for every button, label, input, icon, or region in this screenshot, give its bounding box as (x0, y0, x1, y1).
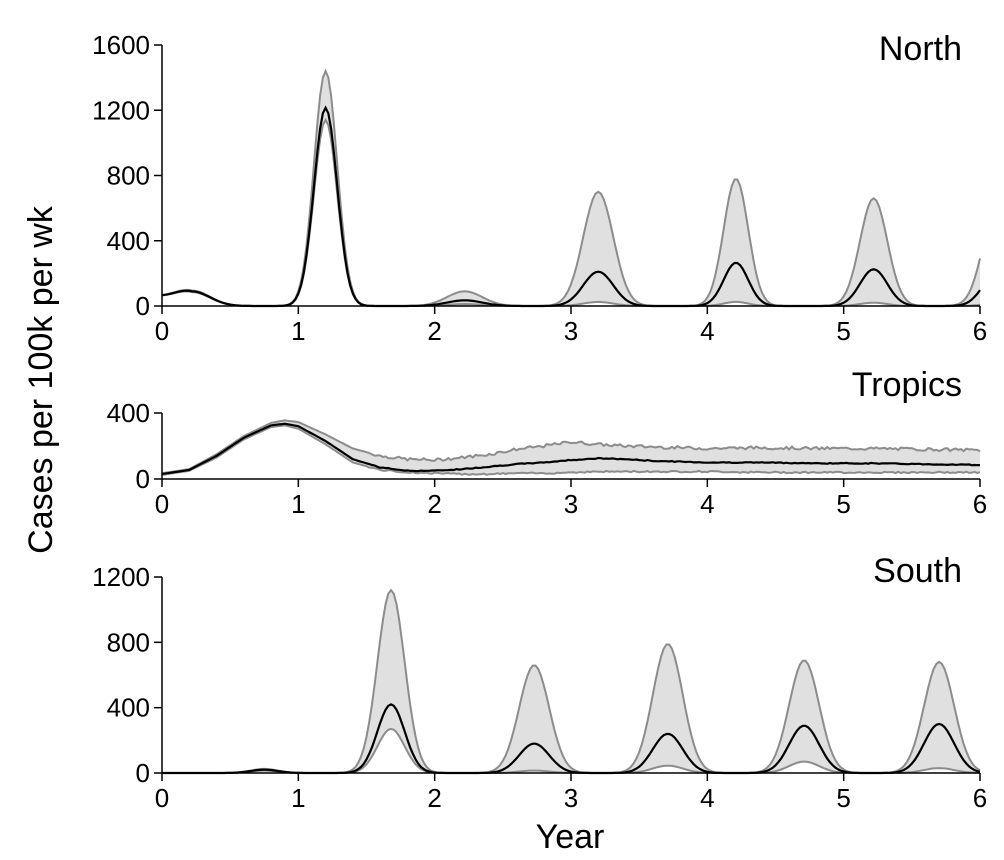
y-tick-label: 400 (107, 398, 150, 428)
median-line (162, 703, 981, 775)
x-tick-label: 6 (973, 783, 987, 813)
median-line (161, 422, 981, 476)
y-tick-label: 1200 (92, 562, 150, 592)
x-tick-label: 3 (564, 489, 578, 519)
y-tick-label: 1600 (92, 30, 150, 60)
x-tick-label: 2 (427, 489, 441, 519)
x-tick-label: 4 (700, 783, 714, 813)
y-tick-label: 0 (136, 758, 150, 788)
x-tick-label: 0 (155, 783, 169, 813)
x-tick-label: 6 (973, 316, 987, 346)
y-tick-label: 800 (107, 627, 150, 657)
x-tick-label: 5 (836, 316, 850, 346)
panel-title: North (879, 30, 962, 68)
y-tick-label: 400 (107, 693, 150, 723)
x-tick-label: 3 (564, 316, 578, 346)
upper-bound-line (162, 588, 981, 774)
x-tick-label: 6 (973, 489, 987, 519)
x-tick-label: 2 (427, 783, 441, 813)
panel-title: Tropics (852, 366, 962, 404)
lower-bound-line (161, 424, 981, 476)
x-tick-label: 3 (564, 783, 578, 813)
x-tick-label: 1 (291, 316, 305, 346)
upper-bound-line (161, 419, 981, 475)
x-tick-label: 2 (427, 316, 441, 346)
panel-south: 0 400 800 1200 0 1 2 3 4 5 6 South (92, 552, 987, 813)
x-tick-label: 0 (155, 489, 169, 519)
y-tick-label: 0 (136, 464, 150, 494)
x-tick-label: 4 (700, 489, 714, 519)
median-line (161, 105, 981, 308)
x-tick-label: 1 (291, 489, 305, 519)
uncertainty-band (162, 590, 980, 773)
y-tick-label: 800 (107, 161, 150, 191)
panel-tropics: 0 400 0 1 2 3 4 5 6 Tropics (107, 366, 988, 519)
x-tick-label: 5 (836, 489, 850, 519)
uncertainty-band (162, 420, 980, 475)
x-tick-label: 1 (291, 783, 305, 813)
x-tick-label: 5 (836, 783, 850, 813)
x-tick-label: 0 (155, 316, 169, 346)
panel-north: 0 400 800 1200 1600 0 1 2 3 4 5 6 North (92, 30, 987, 346)
y-tick-label: 1200 (92, 95, 150, 125)
y-tick-label: 0 (136, 291, 150, 321)
y-tick-label: 400 (107, 226, 150, 256)
y-axis-title: Cases per 100k per wk (22, 205, 60, 554)
x-tick-label: 4 (700, 316, 714, 346)
panel-title: South (873, 552, 962, 590)
uncertainty-band (162, 71, 980, 306)
x-axis-title: Year (536, 818, 605, 856)
